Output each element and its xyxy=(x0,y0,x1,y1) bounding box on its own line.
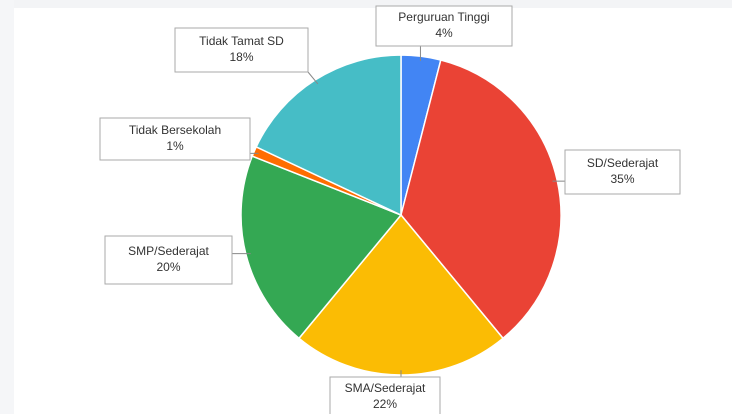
slice-label: SMA/Sederajat xyxy=(345,381,426,395)
leader-line xyxy=(307,71,319,85)
value-label: 1% xyxy=(166,139,184,153)
slice-label: Tidak Bersekolah xyxy=(129,123,221,137)
top-strip xyxy=(0,0,732,8)
value-label: 22% xyxy=(373,397,397,411)
label-box xyxy=(564,149,681,195)
value-label: 35% xyxy=(610,172,634,186)
value-label: 18% xyxy=(229,50,253,64)
slice-label: SD/Sederajat xyxy=(587,156,659,170)
label-box xyxy=(375,5,513,47)
pie-slice xyxy=(255,54,402,217)
label-box xyxy=(174,27,309,73)
value-label: 4% xyxy=(435,26,453,40)
slice-label: Tidak Tamat SD xyxy=(199,34,284,48)
slice-label: Perguruan Tinggi xyxy=(398,10,489,24)
label-box xyxy=(104,235,233,285)
label-box xyxy=(99,117,251,161)
pie-slice xyxy=(400,59,562,340)
pie-slice xyxy=(240,155,403,340)
left-strip xyxy=(0,0,14,414)
value-label: 20% xyxy=(156,260,180,274)
slice-label: SMP/Sederajat xyxy=(128,244,209,258)
label-box xyxy=(329,376,441,414)
